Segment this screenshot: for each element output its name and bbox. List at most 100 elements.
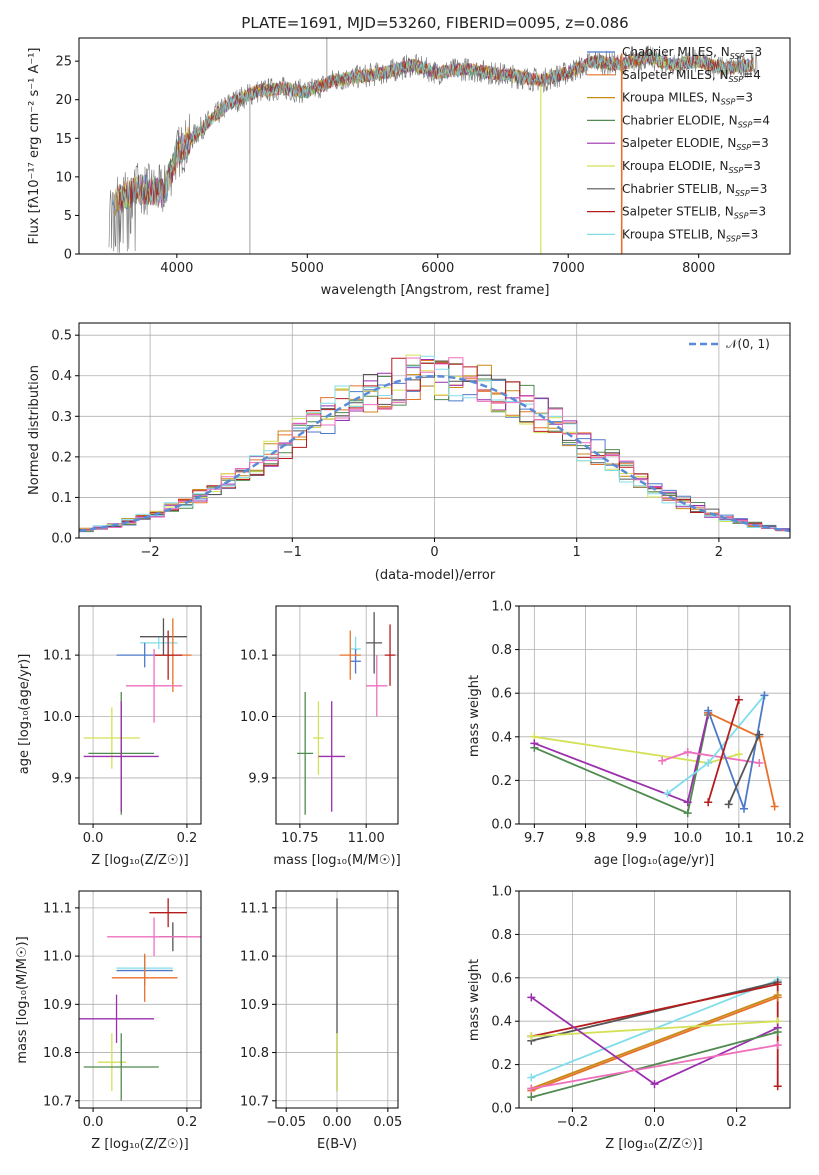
residual-ytick-label: 0.3 [51,410,72,425]
legend-label: Salpeter STELIB, NSSP=3 [622,205,766,221]
residual-ytick-label: 0.1 [51,491,72,506]
mass-vs-z-ytick-label: 10.7 [43,1094,72,1109]
weight-vs-age-series-line [727,734,761,805]
age-vs-z-ytick-label: 9.9 [51,771,72,786]
mass-vs-z-xtick-label: 0.2 [177,1115,198,1130]
age-vs-z-xtick-label: 0.2 [177,831,198,846]
weight-vs-age-xlabel: age [log₁₀(age/yr)] [594,853,715,868]
age-vs-z-ytick-label: 10.1 [43,649,72,664]
weight-vs-age-xtick-label: 9.8 [575,831,596,846]
legend-label: Kroupa ELODIE, NSSP=3 [622,159,761,175]
legend-label: 𝒩(0, 1) [726,337,770,351]
weight-vs-age-ylabel: mass weight [467,675,482,757]
age-vs-z-frame [78,605,202,825]
weight-vs-z-series-line [531,1031,778,1099]
residual-ytick-label: 0.4 [51,369,72,384]
weight-vs-age-frame [518,605,791,825]
residual-histogram-step [79,355,790,531]
weight-vs-z-point [773,1041,782,1050]
weight-vs-z-point [773,1028,782,1037]
weight-vs-z-point [650,1080,659,1089]
weight-vs-z-point [773,1082,782,1091]
weight-vs-age-ytick-label: 1.0 [491,600,512,615]
age-vs-z-xtick-label: 0.0 [83,831,104,846]
spectrum-xtick-label: 8000 [682,261,715,276]
mass-vs-ebv-xtick-label: −0.05 [266,1115,306,1130]
spectrum-model-line [118,49,754,208]
weight-vs-age-point [683,748,692,757]
residual-xlabel: (data-model)/error [375,568,496,583]
weight-vs-age-ytick-label: 0.6 [491,687,512,702]
weight-vs-z-series-line [531,1020,778,1038]
weight-vs-z-group [519,890,790,1109]
residual-ylabel: Normed distribution [27,365,42,495]
age-vs-mass-xtick-label: 11.00 [348,831,385,846]
weight-vs-age-point [658,756,667,765]
legend-label: Chabrier ELODIE, NSSP=4 [622,113,770,129]
legend-label: Kroupa MILES, NSSP=3 [622,91,753,107]
mass-vs-z-ylabel: mass [log₁₀(M/M☉)] [15,936,30,1063]
weight-vs-z-point [527,1073,536,1082]
weight-vs-z-xtick-label: 0.2 [726,1115,747,1130]
mass-vs-z-ytick-label: 10.9 [43,998,72,1013]
weight-vs-z-ytick-label: 0.0 [491,1102,512,1117]
weight-vs-z-series-line [530,996,779,1092]
weight-vs-z-series-line [531,1044,778,1090]
spectrum-ytick-label: 25 [55,55,72,70]
weight-vs-age-point [704,706,713,715]
weight-vs-age-point [760,691,769,700]
spectrum-ytick-label: 5 [64,209,72,224]
weight-vs-age-point [683,798,692,807]
mass-vs-ebv-xlabel: E(B-V) [317,1137,357,1152]
weight-vs-age-ytick-label: 0.2 [491,774,512,789]
weight-vs-age-ytick-label: 0.8 [491,643,512,658]
spectrum-ytick-label: 15 [55,132,72,147]
spectrum-ylabel: Flux [fλ10⁻¹⁷ erg cm⁻² s⁻¹ A⁻¹] [27,48,42,245]
spectrum-title: PLATE=1691, MJD=53260, FIBERID=0095, z=0… [241,14,628,32]
mass-vs-ebv-xtick-label: 0.00 [323,1115,352,1130]
weight-vs-age-point [755,758,764,767]
spectrum-xtick-label: 5000 [291,261,324,276]
mass-vs-z-ytick-label: 10.8 [43,1046,72,1061]
residual-xtick-label: −2 [141,545,160,560]
weight-vs-age-xtick-label: 9.9 [626,831,647,846]
weight-vs-z-series-line [531,981,778,1042]
residual-xtick-label: −1 [283,545,302,560]
weight-vs-age-group [519,605,791,825]
weight-vs-age-point [704,798,713,807]
weight-vs-z-ytick-label: 0.8 [491,928,512,943]
weight-vs-z-ylabel: mass weight [467,959,482,1041]
weight-vs-age-xtick-label: 9.7 [524,831,545,846]
weight-vs-age-ytick-label: 0.0 [491,818,512,833]
weight-vs-z-ytick-label: 1.0 [491,885,512,900]
age-vs-mass-ytick-label: 9.9 [248,771,269,786]
legend-label: Salpeter MILES, NSSP=4 [622,68,761,84]
weight-vs-age-xtick-label: 10.2 [776,831,805,846]
mass-vs-ebv-ytick-label: 10.8 [240,1046,269,1061]
weight-vs-z-point [773,991,782,1000]
spectrum-xtick-label: 7000 [552,261,585,276]
weight-vs-z-series-line [530,994,779,1090]
residual-xtick-label: 2 [715,545,723,560]
spectrum-xlabel: wavelength [Angstrom, rest frame] [321,283,550,298]
residual-ytick-label: 0.0 [51,532,72,547]
weight-vs-age-point [739,804,748,813]
legend-label: Chabrier MILES, NSSP=3 [622,45,762,61]
residual-ytick-label: 0.2 [51,450,72,465]
spectrum-ytick-label: 0 [64,248,72,263]
age-vs-z-xlabel: Z [log₁₀(Z/Z☉)] [91,853,188,868]
age-vs-z-group [79,606,201,824]
weight-vs-z-point [527,1084,536,1093]
weight-vs-age-point [770,802,779,811]
mass-vs-ebv-ytick-label: 10.7 [240,1094,269,1109]
mass-vs-ebv-ytick-label: 11.1 [240,901,269,916]
age-vs-z-ytick-label: 10.0 [43,710,72,725]
weight-vs-z-xtick-label: −0.2 [557,1115,589,1130]
spectrum-xtick-label: 4000 [160,261,193,276]
weight-vs-z-point [527,1093,536,1102]
spectrum-model-line [119,50,754,209]
residual-xtick-label: 0 [430,545,438,560]
residual-xtick-label: 1 [573,545,581,560]
